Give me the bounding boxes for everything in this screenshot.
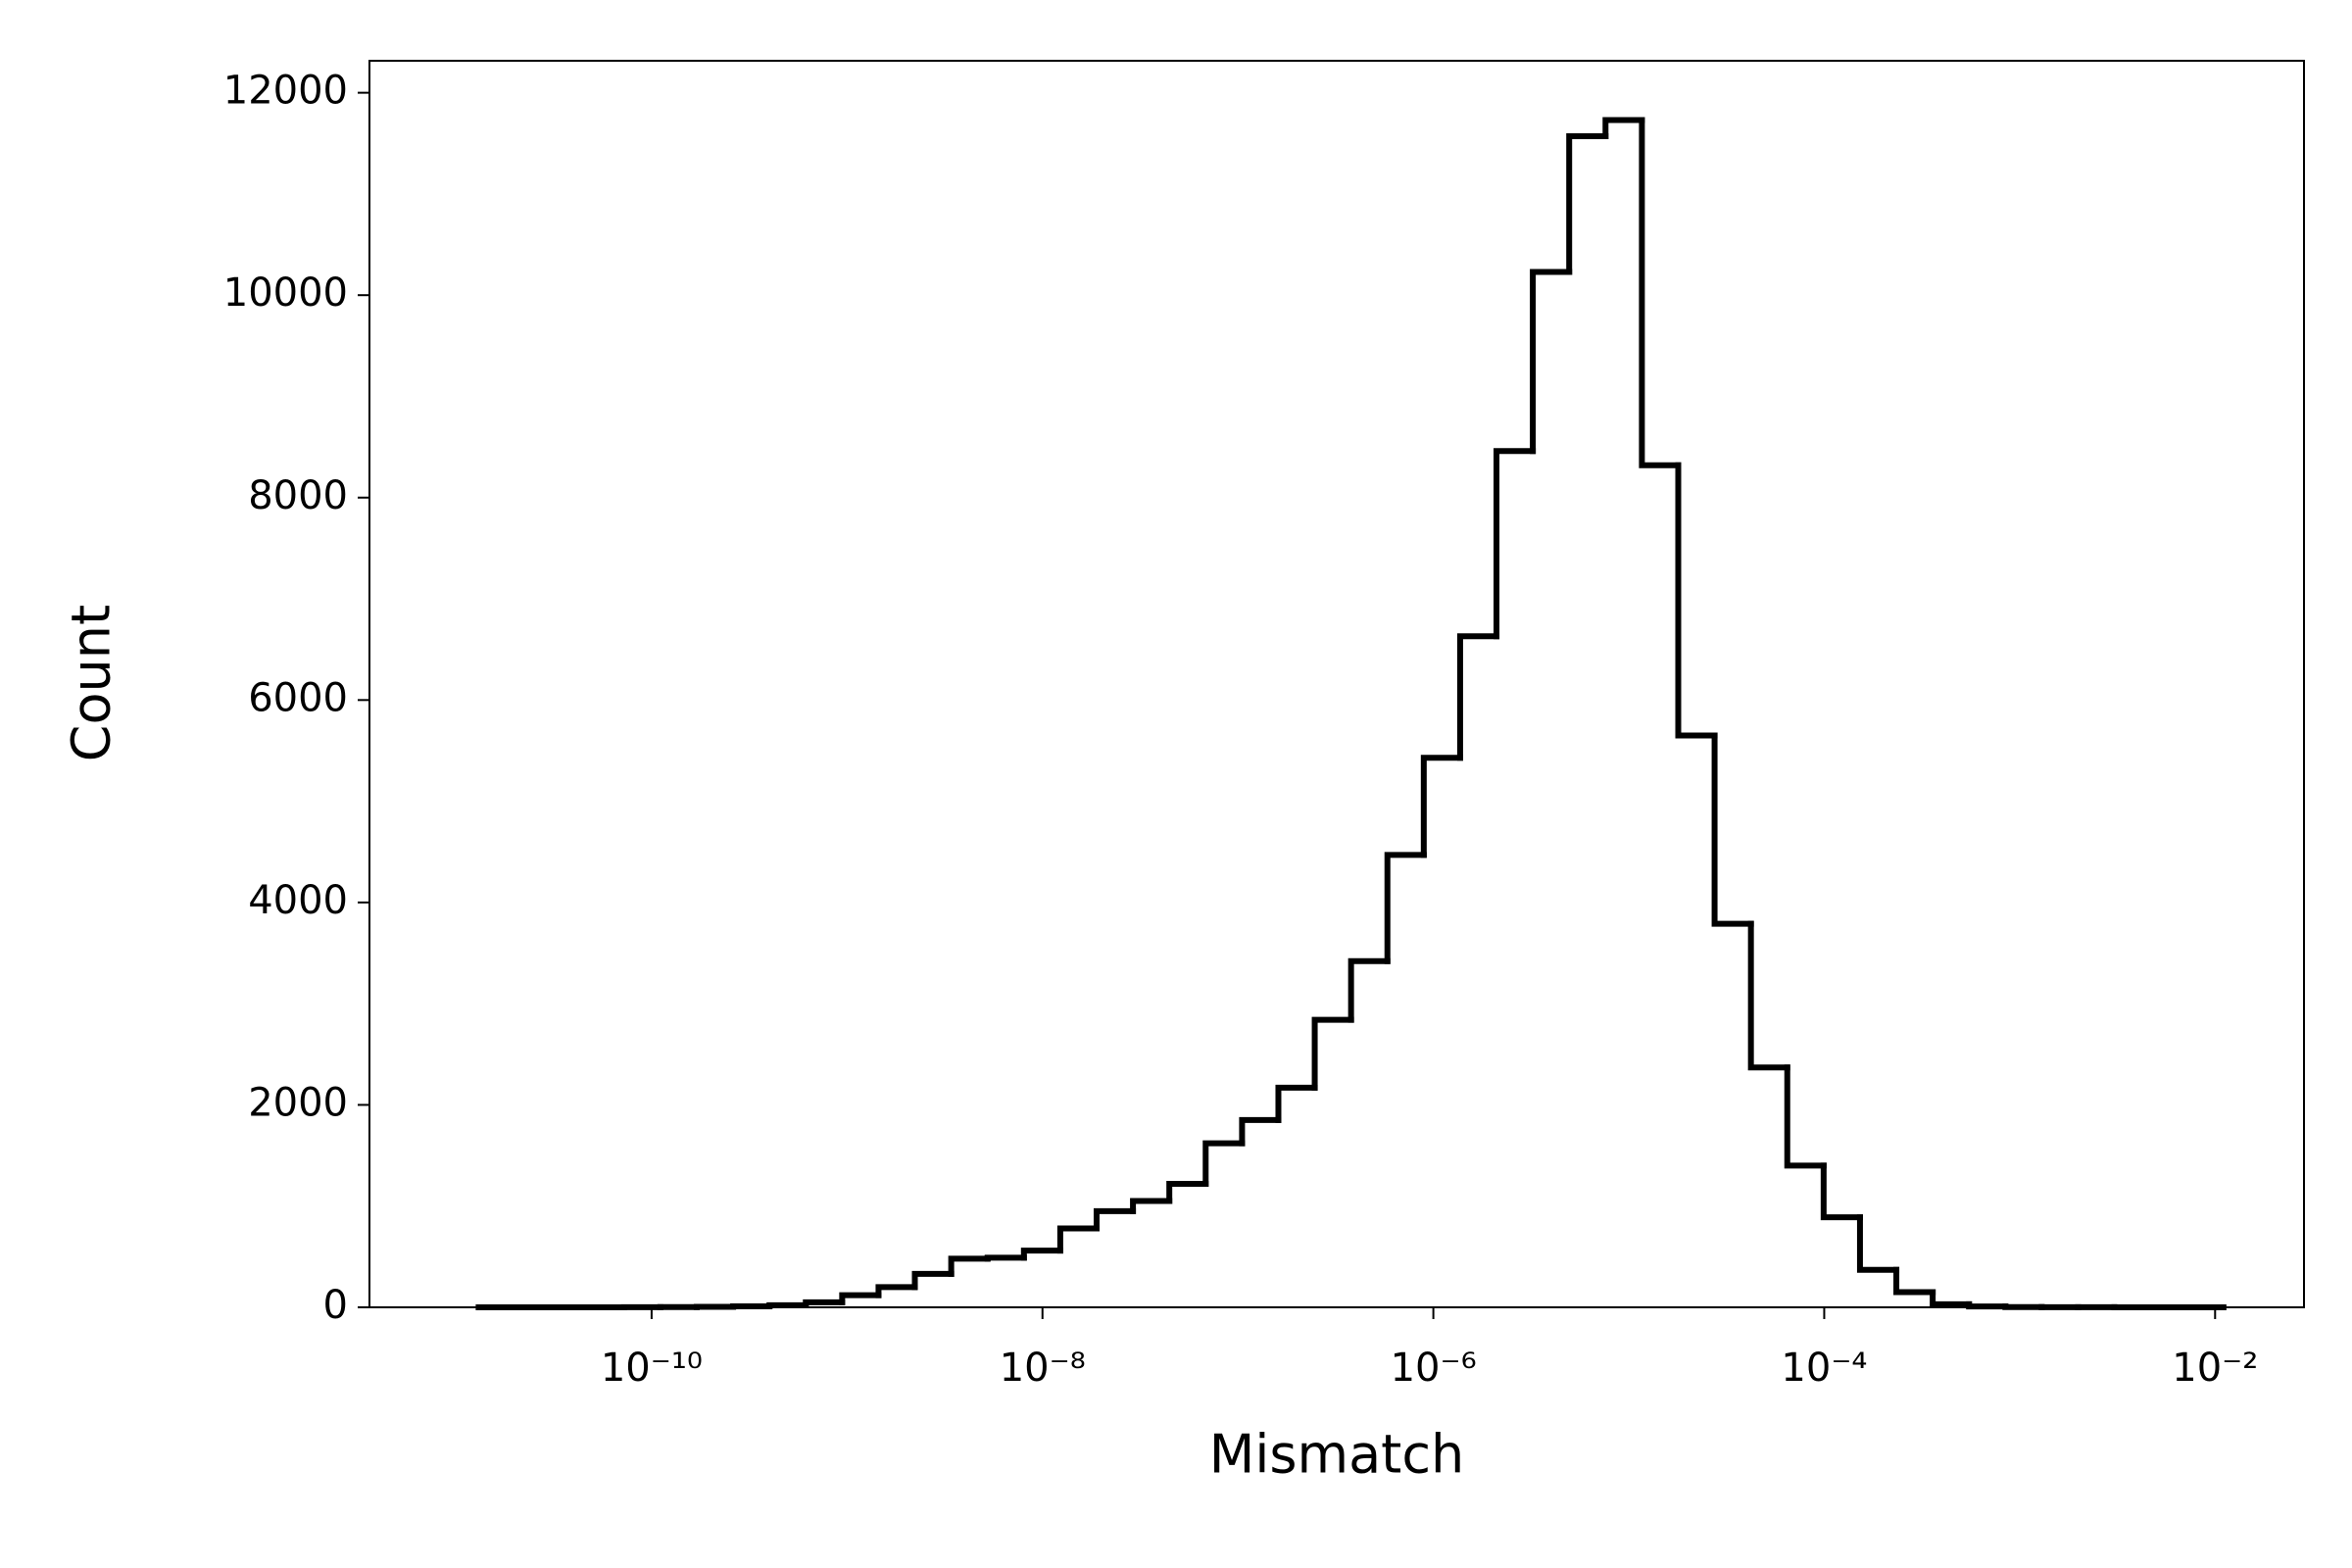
x-axis-label: Mismatch <box>1209 1424 1465 1486</box>
histogram-step <box>1530 269 1573 455</box>
y-tick-label: 0 <box>323 1283 348 1328</box>
y-tick-label: 8000 <box>248 473 348 518</box>
y-tick-label: 2000 <box>248 1080 348 1125</box>
histogram-step <box>1856 1214 1900 1273</box>
histogram-step <box>1456 633 1500 761</box>
histogram-step <box>1275 1084 1318 1123</box>
x-tick-label: 10⁻¹⁰ <box>601 1346 703 1391</box>
x-tick-label: 10⁻⁸ <box>1000 1346 1086 1391</box>
histogram-step <box>1966 1300 2009 1310</box>
histogram-step <box>1020 1248 1063 1261</box>
histogram-step <box>1639 117 1682 468</box>
histogram-step <box>875 1284 918 1298</box>
histogram-step <box>1166 1181 1209 1204</box>
histogram-step <box>1202 1140 1246 1187</box>
histogram-step <box>1820 1162 1863 1221</box>
histogram-step <box>1311 1016 1354 1091</box>
histogram-step <box>1384 852 1427 964</box>
histogram-step <box>766 1301 809 1309</box>
histogram-step <box>1711 732 1754 927</box>
x-tick-label: 10⁻⁴ <box>1781 1346 1867 1391</box>
histogram-step <box>1784 1064 1827 1169</box>
y-axis-label: Count <box>61 605 122 761</box>
histogram-step <box>1747 920 1790 1071</box>
histogram-step <box>984 1254 1027 1262</box>
histogram-step <box>1093 1207 1137 1232</box>
y-tick-label: 10000 <box>223 270 348 316</box>
histogram-step <box>1930 1289 1973 1307</box>
histogram-step <box>948 1255 991 1277</box>
x-tick-label: 10⁻⁶ <box>1391 1346 1477 1391</box>
y-tick-label: 6000 <box>248 675 348 720</box>
histogram-step <box>1130 1198 1173 1214</box>
x-tick-label: 10⁻² <box>2172 1346 2258 1391</box>
plot-frame <box>368 60 2305 1308</box>
histogram-step <box>1602 117 1645 140</box>
histogram-step <box>803 1298 846 1308</box>
histogram-step <box>1239 1116 1282 1147</box>
histogram-step <box>1420 755 1463 858</box>
histogram-step <box>1348 957 1391 1023</box>
histogram-step <box>1566 133 1609 275</box>
histogram-step <box>1893 1266 1936 1296</box>
y-tick-label: 4000 <box>248 878 348 923</box>
histogram-step <box>1056 1225 1100 1254</box>
histogram-step <box>911 1270 955 1291</box>
histogram-step <box>1675 462 1718 739</box>
y-tick-label: 12000 <box>223 69 348 114</box>
histogram-step <box>1494 448 1537 640</box>
histogram-step <box>839 1292 882 1305</box>
